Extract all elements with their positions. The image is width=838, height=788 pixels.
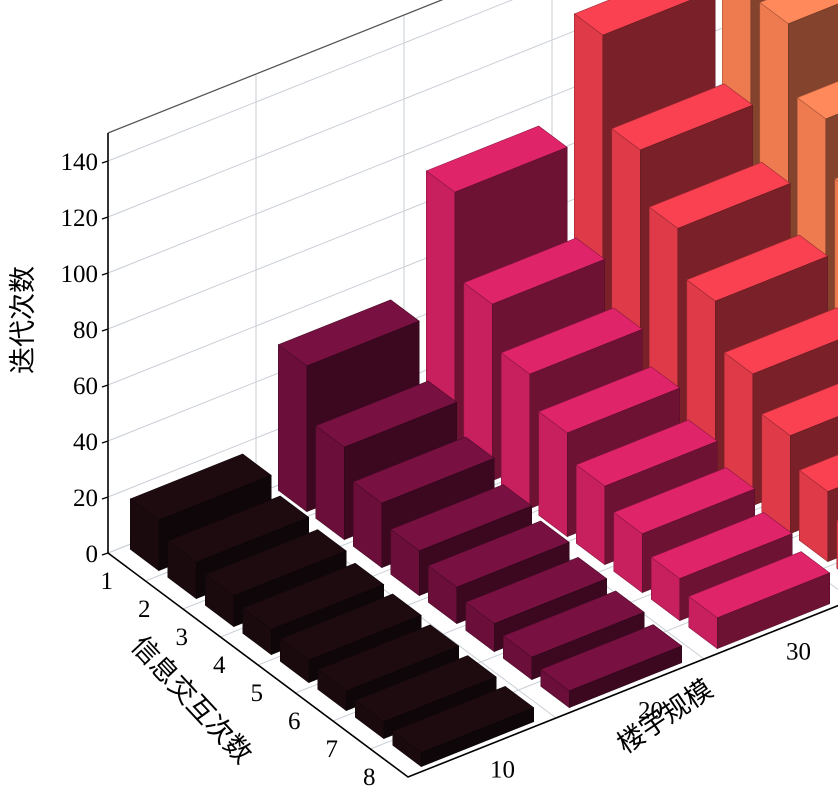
z-tick-label: 40 [73, 429, 98, 456]
z-tick-mark [101, 384, 109, 388]
z-axis-title: 迭代次数 [8, 266, 39, 374]
x-tick-label: 2 [138, 596, 151, 623]
grid-line [107, 0, 514, 162]
bar-30-8 [688, 551, 831, 650]
x-tick-label: 7 [326, 736, 339, 763]
x-tick-label: 8 [363, 764, 376, 788]
z-tick-mark [101, 440, 109, 444]
grid-line [107, 37, 838, 330]
bar-40-7 [798, 454, 838, 563]
x-tick-label: 6 [288, 708, 301, 735]
bar-front [538, 411, 568, 538]
grid-line [107, 93, 838, 386]
x-tick-label: 1 [101, 568, 114, 595]
bar-side [827, 487, 838, 563]
bar-front [277, 344, 308, 513]
x-tick-label: 4 [213, 652, 226, 679]
bar-side [716, 572, 831, 650]
y-tick-label: 20 [638, 698, 663, 725]
z-tick-label: 100 [61, 261, 99, 288]
axis-line [107, 133, 838, 778]
z-tick-label: 140 [61, 149, 99, 176]
grid-line [107, 0, 795, 274]
z-tick-label: 120 [61, 205, 99, 232]
z-tick-mark [101, 328, 109, 332]
z-tick-label: 80 [73, 317, 98, 344]
y-tick-label: 10 [490, 757, 515, 784]
bar-front [500, 352, 531, 510]
z-tick-label: 0 [86, 541, 99, 568]
z-tick-mark [101, 272, 109, 276]
grid-line [107, 0, 654, 218]
chart-bars [129, 0, 838, 768]
chart-ticks: 020406080100120140123456781020304050 [61, 149, 812, 788]
x-tick-label: 5 [251, 680, 264, 707]
bar-20-8 [540, 624, 683, 709]
y-tick-label: 30 [786, 639, 811, 666]
z-tick-label: 20 [73, 485, 98, 512]
x-tick-label: 3 [176, 624, 189, 651]
bar-10-7 [354, 655, 497, 740]
bar-side [568, 645, 683, 709]
z-tick-mark [101, 496, 109, 500]
bar-10-8 [392, 686, 535, 768]
z-tick-mark [101, 216, 109, 220]
x-axis-title: 信息交互次数 [125, 630, 258, 770]
y-axis-title: 楼宇规模 [612, 674, 719, 760]
z-tick-label: 60 [73, 373, 98, 400]
z-tick-mark [101, 160, 109, 164]
z-tick-mark [101, 552, 109, 556]
bar-side [420, 707, 535, 768]
